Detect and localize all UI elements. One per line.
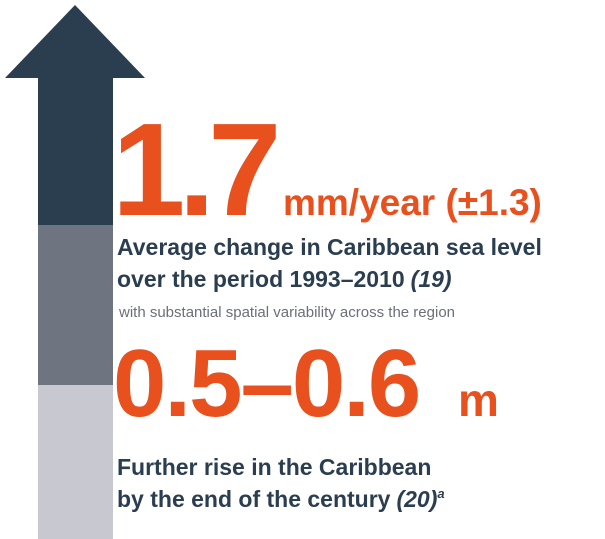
stat-unit: mm/year (±1.3) <box>283 182 542 223</box>
stat-value: 0.5–0.6 <box>113 330 419 437</box>
stat-unit: m <box>458 374 499 426</box>
reference: (20) <box>396 486 437 512</box>
stat-description: Further rise in the Caribbean <box>117 454 431 480</box>
stat-description: over the period 1993–2010 (19) <box>117 266 452 292</box>
description-line: over the period 1993–2010 <box>117 266 405 292</box>
reference: (19) <box>411 266 452 292</box>
arrow-top <box>5 5 145 226</box>
arrow <box>5 5 145 539</box>
arrow-middle <box>38 225 113 386</box>
stat-description: by the end of the century (20)a <box>117 486 445 512</box>
arrow-bottom <box>38 385 113 539</box>
footnote-mark: a <box>437 486 444 501</box>
stat-value: 1.7 <box>112 96 276 243</box>
description-line: by the end of the century <box>117 486 391 512</box>
stat-description: Average change in Caribbean sea level <box>117 234 542 260</box>
stat-note: with substantial spatial variability acr… <box>118 304 455 321</box>
